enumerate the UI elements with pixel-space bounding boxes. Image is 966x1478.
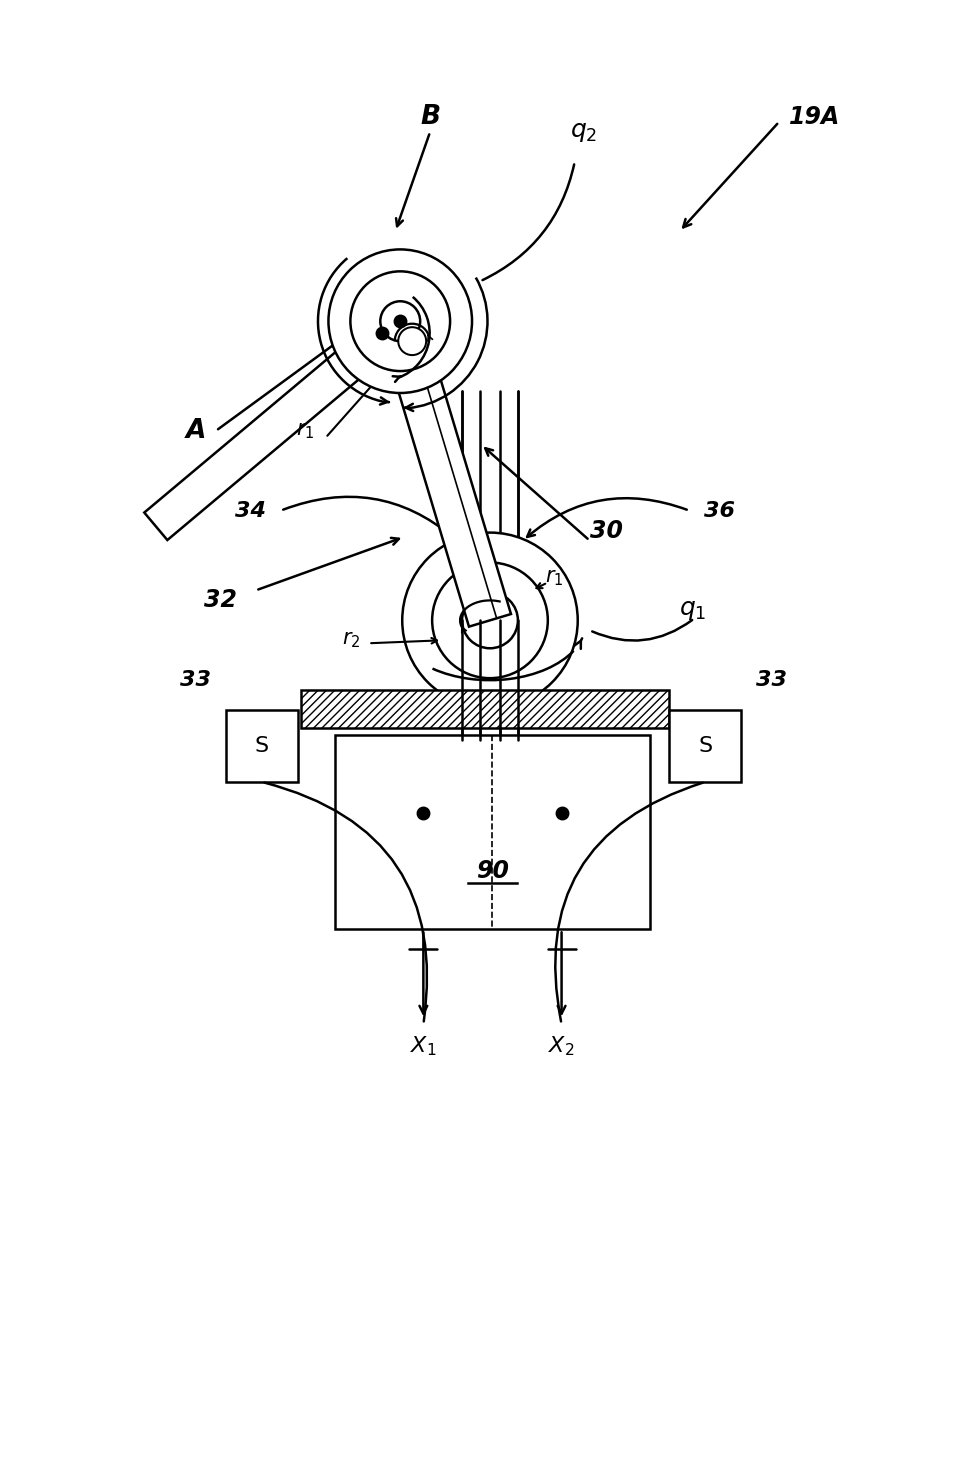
- Bar: [669, 709, 741, 782]
- Text: 33: 33: [756, 670, 787, 690]
- Text: $X_2$: $X_2$: [549, 1035, 575, 1058]
- Text: 36: 36: [704, 501, 735, 520]
- Text: 33: 33: [180, 670, 211, 690]
- Polygon shape: [144, 346, 366, 539]
- Text: $r_1$: $r_1$: [545, 569, 563, 588]
- Circle shape: [432, 563, 548, 678]
- Text: 90: 90: [476, 859, 509, 884]
- Circle shape: [402, 532, 578, 708]
- Text: $q_1$: $q_1$: [679, 599, 707, 622]
- Text: $r_2$: $r_2$: [342, 630, 360, 650]
- Text: 19A: 19A: [789, 105, 840, 129]
- Text: $q_2$: $q_2$: [570, 120, 597, 143]
- Text: 34: 34: [235, 501, 267, 520]
- Circle shape: [351, 272, 450, 371]
- Text: 32: 32: [204, 588, 238, 612]
- Polygon shape: [380, 315, 511, 627]
- Circle shape: [462, 593, 518, 649]
- Circle shape: [381, 302, 420, 341]
- Circle shape: [398, 327, 426, 355]
- Circle shape: [328, 250, 472, 393]
- Text: A: A: [185, 418, 206, 443]
- Bar: [335, 735, 649, 930]
- Text: S: S: [698, 736, 712, 755]
- Bar: [300, 690, 669, 729]
- Bar: [226, 709, 298, 782]
- Text: 30: 30: [589, 519, 623, 542]
- Text: B: B: [420, 103, 440, 130]
- Text: $r_1$: $r_1$: [297, 421, 315, 440]
- Text: $X_1$: $X_1$: [411, 1035, 437, 1058]
- Text: S: S: [255, 736, 269, 755]
